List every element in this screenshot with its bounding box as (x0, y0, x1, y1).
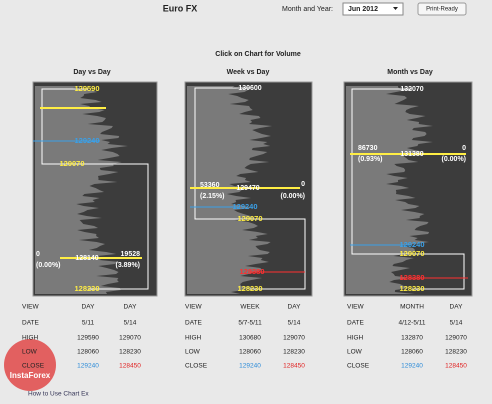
level-label: 19528 (121, 251, 141, 258)
level-label: 128140 (75, 255, 98, 262)
range-bracket (194, 87, 306, 290)
level-label: 130600 (238, 85, 261, 92)
table-cell: 5/14 (288, 320, 301, 327)
level-label: 86730 (358, 145, 378, 152)
table-cell: HIGH (185, 335, 202, 342)
table-cell: DATE (185, 320, 203, 327)
month-value: Jun 2012 (348, 6, 378, 13)
title: Euro FX (163, 3, 198, 13)
level-label: 0 (36, 251, 40, 258)
table-cell: 129070 (445, 335, 467, 342)
level-label: 132070 (400, 86, 423, 93)
table-cell: HIGH (347, 335, 364, 342)
table-cell: CLOSE (22, 363, 45, 370)
table-cell: 129590 (77, 335, 99, 342)
level-label: (3.89%) (115, 262, 140, 269)
table-cell: HIGH (22, 335, 39, 342)
table-cell: 4/12-5/11 (399, 320, 426, 327)
level-label: 128380 (399, 273, 424, 282)
table-cell: LOW (185, 349, 201, 356)
level-label: 128230 (399, 284, 424, 293)
level-label: 128230 (74, 284, 99, 293)
table-cell: 128450 (119, 363, 141, 370)
table-cell: 128060 (239, 349, 261, 356)
level-label: 129590 (74, 84, 99, 93)
table-cell: 129070 (283, 335, 305, 342)
table-cell: 128450 (445, 363, 467, 370)
table-cell: 129070 (119, 335, 141, 342)
table-cell: 129240 (239, 363, 261, 370)
table-cell: 5/14 (124, 320, 137, 327)
table-cell: 128230 (445, 349, 467, 356)
table-cell: VIEW (22, 304, 39, 311)
range-bracket (41, 88, 149, 290)
table-cell: DAY (82, 304, 96, 311)
table-cell: 129240 (401, 363, 423, 370)
level-label: 129070 (399, 249, 424, 258)
panel-title: Month vs Day (387, 69, 433, 76)
level-label: (0.00%) (280, 193, 305, 200)
table-cell: CLOSE (185, 363, 208, 370)
print-button-label: Print-Ready (426, 7, 458, 13)
table-cell: 130680 (239, 335, 261, 342)
level-label: (2.15%) (200, 193, 225, 200)
month-select[interactable] (342, 2, 404, 16)
level-label: 0 (301, 181, 305, 188)
level-label: 129240 (232, 202, 257, 211)
table-cell: 128060 (77, 349, 99, 356)
level-label: 129240 (74, 136, 99, 145)
table-cell: WEEK (240, 304, 260, 311)
table-cell: DAY (450, 304, 464, 311)
table-cell: 132870 (401, 335, 423, 342)
table-cell: 128230 (119, 349, 141, 356)
table-cell: 128060 (401, 349, 423, 356)
print-button[interactable] (417, 2, 467, 16)
level-label: (0.00%) (441, 156, 466, 163)
instruction: Click on Chart for Volume (215, 51, 301, 58)
panel-title: Day vs Day (73, 69, 110, 76)
table-cell: 5/7-5/11 (238, 320, 262, 327)
level-label: 128380 (239, 267, 264, 276)
table-cell: VIEW (185, 304, 202, 311)
table-cell: DATE (347, 320, 365, 327)
level-label: (0.00%) (36, 262, 61, 269)
month-label: Month and Year: (282, 6, 333, 13)
table-cell: 128450 (283, 363, 305, 370)
table-cell: 5/14 (450, 320, 463, 327)
table-cell: DAY (124, 304, 138, 311)
table-cell: MONTH (400, 304, 424, 311)
table-cell: VIEW (347, 304, 364, 311)
volume-profile (187, 86, 273, 294)
table-cell: 129240 (77, 363, 99, 370)
table-cell: DAY (288, 304, 302, 311)
help-link[interactable]: How to Use Chart Ex (28, 391, 89, 398)
range-bracket (351, 88, 465, 290)
level-label: 0 (462, 145, 466, 152)
level-label: 129070 (237, 214, 262, 223)
level-label: 131380 (400, 151, 423, 158)
panel-title: Week vs Day (227, 69, 270, 76)
level-label: 129070 (59, 159, 84, 168)
level-label: 53360 (200, 182, 220, 189)
table-cell: 128230 (283, 349, 305, 356)
watermark: InstaForex (10, 371, 51, 380)
table-cell: LOW (347, 349, 363, 356)
table-cell: CLOSE (347, 363, 370, 370)
table-cell: 5/11 (82, 320, 95, 327)
level-label: 129470 (236, 185, 259, 192)
level-label: (0.93%) (358, 156, 383, 163)
volume-profile (346, 86, 433, 294)
watermark-badge (4, 339, 56, 391)
dropdown-arrow (393, 7, 398, 10)
volume-profile (35, 86, 128, 294)
level-label: 128230 (237, 284, 262, 293)
table-cell: DATE (22, 320, 40, 327)
table-cell: LOW (22, 349, 38, 356)
level-label: 129240 (399, 240, 424, 249)
